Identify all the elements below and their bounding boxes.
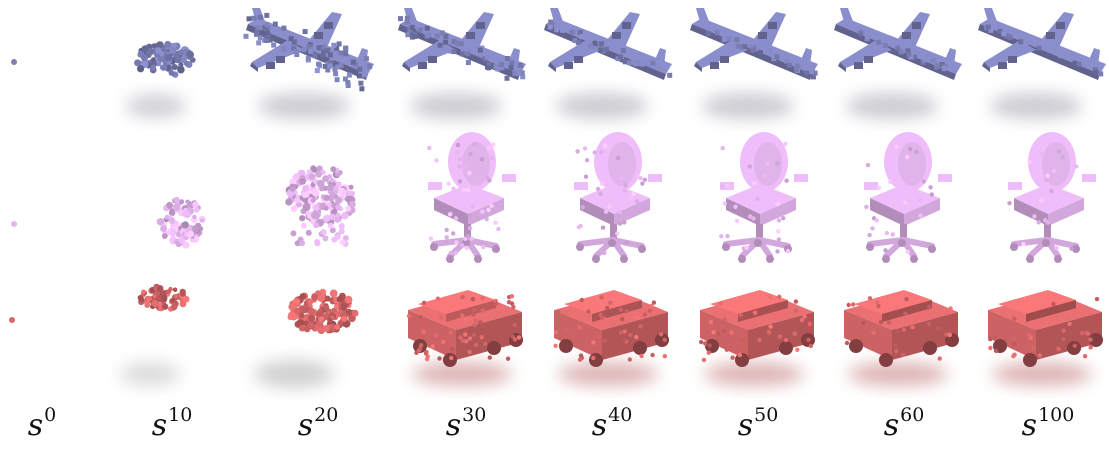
chair-step-40 bbox=[574, 132, 662, 263]
car-step-60 bbox=[844, 290, 959, 386]
airplane-step-60 bbox=[834, 8, 962, 119]
airplane-step-40 bbox=[544, 8, 673, 119]
step-label-10: s10 bbox=[151, 404, 193, 443]
car-step-20 bbox=[254, 288, 359, 388]
chair-step-10 bbox=[156, 196, 206, 249]
airplane-step-20 bbox=[243, 8, 374, 119]
car-step-40 bbox=[553, 290, 669, 386]
voxel-progression-grid bbox=[9, 8, 1106, 388]
airplane-step-30 bbox=[398, 8, 526, 119]
car-step-100 bbox=[988, 290, 1103, 386]
airplane-step-100 bbox=[978, 8, 1106, 119]
step-label-60: s60 bbox=[883, 404, 925, 443]
step-label-20: s20 bbox=[297, 404, 339, 443]
step-label-40: s40 bbox=[591, 404, 633, 443]
chair-step-60 bbox=[864, 132, 952, 263]
step-label-50: s50 bbox=[737, 404, 779, 443]
airplane-step-10 bbox=[126, 40, 196, 118]
step-label-100: s100 bbox=[1021, 404, 1075, 443]
voxel-render-canvas bbox=[9, 8, 1106, 388]
chair-step-50 bbox=[719, 132, 808, 263]
chair-step-20 bbox=[285, 165, 356, 247]
chair-step-100 bbox=[1007, 132, 1096, 263]
chair-step-30 bbox=[427, 132, 516, 263]
step-label-30: s30 bbox=[445, 404, 487, 443]
step-label-row: s0 s10 s20 s30 s40 s50 s60 s100 bbox=[0, 404, 1109, 452]
airplane-step-50 bbox=[690, 8, 818, 119]
car-step-30 bbox=[406, 290, 523, 386]
step-label-0: s0 bbox=[27, 404, 57, 443]
car-step-50 bbox=[699, 290, 815, 386]
chair-step-0 bbox=[11, 221, 17, 227]
car-step-0 bbox=[9, 317, 15, 323]
airplane-step-0 bbox=[11, 59, 17, 65]
car-step-10 bbox=[120, 283, 190, 386]
